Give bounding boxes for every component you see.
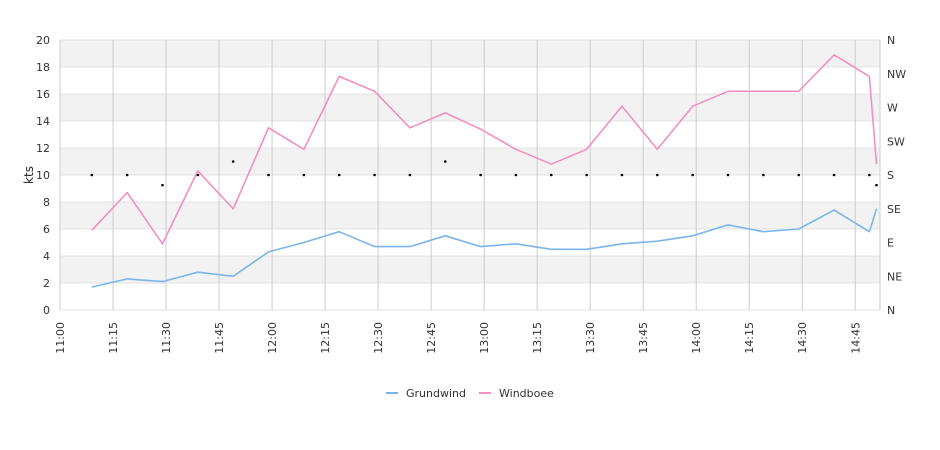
- plot-band: [60, 67, 880, 94]
- plot-band: [60, 202, 880, 229]
- direction-point: [443, 160, 447, 163]
- direction-point: [762, 173, 765, 177]
- x-tick-label: 12:00: [266, 322, 279, 354]
- direction-point: [196, 173, 200, 177]
- plot-band: [60, 229, 880, 256]
- direction-point: [90, 173, 94, 177]
- direction-point: [797, 173, 801, 177]
- direction-point: [373, 173, 376, 177]
- plot-band: [60, 148, 880, 175]
- direction-point: [161, 183, 164, 187]
- x-tick-label: 12:15: [319, 322, 332, 354]
- y-tick-label: 18: [36, 61, 50, 74]
- legend[interactable]: Grundwind Windboee: [386, 387, 554, 400]
- x-tick-label: 14:45: [849, 322, 862, 354]
- right-tick-label: E: [887, 237, 894, 250]
- plot-band: [60, 283, 880, 310]
- direction-point: [620, 173, 624, 177]
- x-tick-label: 12:45: [425, 322, 438, 354]
- direction-point: [656, 173, 659, 177]
- x-axis-ticks: 11:00 11:15 11:30 11:45 12:00 12:15 12:30 12:45…: [54, 322, 862, 354]
- direction-point: [875, 183, 878, 187]
- x-tick-label: 13:00: [478, 322, 491, 354]
- plot-band: [60, 121, 880, 148]
- series-line-windboee: [91, 54, 878, 245]
- y-tick-label: 0: [43, 304, 50, 317]
- x-tick-label: 11:30: [160, 322, 173, 354]
- y-tick-label: 4: [43, 250, 50, 263]
- right-axis-ticks: N NE E SE S SW W NW N: [887, 34, 906, 317]
- direction-point: [231, 160, 235, 163]
- plot-band: [60, 40, 880, 67]
- legend-item-windboee[interactable]: Windboee: [479, 387, 554, 400]
- direction-point: [691, 173, 694, 177]
- direction-point: [302, 173, 306, 177]
- direction-point: [267, 173, 270, 177]
- y-tick-label: 6: [43, 223, 50, 236]
- direction-point: [549, 173, 553, 177]
- y-tick-label: 10: [36, 169, 50, 182]
- y-tick-label: 8: [43, 196, 50, 209]
- direction-point: [585, 173, 588, 177]
- x-tick-label: 11:00: [54, 322, 67, 354]
- plot-bands: [60, 40, 880, 310]
- direction-point: [514, 173, 518, 177]
- x-tick-label: 11:15: [107, 322, 120, 354]
- right-tick-label: W: [887, 102, 898, 115]
- y-tick-label: 2: [43, 277, 50, 290]
- direction-point: [726, 173, 730, 177]
- series-line-grundwind: [91, 208, 878, 288]
- y-tick-label: 14: [36, 115, 50, 128]
- x-tick-label: 13:30: [584, 322, 597, 354]
- legend-item-grundwind[interactable]: Grundwind: [386, 387, 466, 400]
- right-tick-label: SW: [887, 135, 905, 148]
- right-tick-label: NW: [887, 68, 906, 81]
- right-tick-label: N: [887, 34, 895, 47]
- x-tick-label: 14:30: [796, 322, 809, 354]
- x-tick-label: 14:15: [743, 322, 756, 354]
- plot-band: [60, 256, 880, 283]
- direction-point: [868, 173, 871, 177]
- direction-point: [337, 173, 341, 177]
- direction-point: [408, 173, 412, 177]
- direction-point: [479, 173, 482, 177]
- x-tick-label: 11:45: [213, 322, 226, 354]
- x-tick-label: 13:15: [531, 322, 544, 354]
- y-tick-label: 12: [36, 142, 50, 155]
- plot-band: [60, 175, 880, 202]
- legend-label: Windboee: [499, 387, 554, 400]
- right-tick-label: S: [887, 169, 894, 182]
- y-tick-label: 20: [36, 34, 50, 47]
- right-tick-label: NE: [887, 270, 902, 283]
- y-axis-ticks: 0 2 4 6 8 10 12 14 16 18 20: [36, 34, 50, 317]
- plot-band: [60, 94, 880, 121]
- right-tick-label: N: [887, 304, 895, 317]
- direction-points: [90, 160, 878, 187]
- y-tick-label: 16: [36, 88, 50, 101]
- x-tick-label: 14:00: [690, 322, 703, 354]
- grid-lines: [59, 39, 881, 311]
- x-tick-label: 12:30: [372, 322, 385, 354]
- x-tick-label: 13:45: [637, 322, 650, 354]
- direction-point: [832, 173, 836, 177]
- y-axis-label: kts: [22, 166, 36, 184]
- right-tick-label: SE: [887, 203, 901, 216]
- direction-point: [125, 173, 129, 177]
- series-lines: [91, 54, 878, 288]
- legend-label: Grundwind: [406, 387, 466, 400]
